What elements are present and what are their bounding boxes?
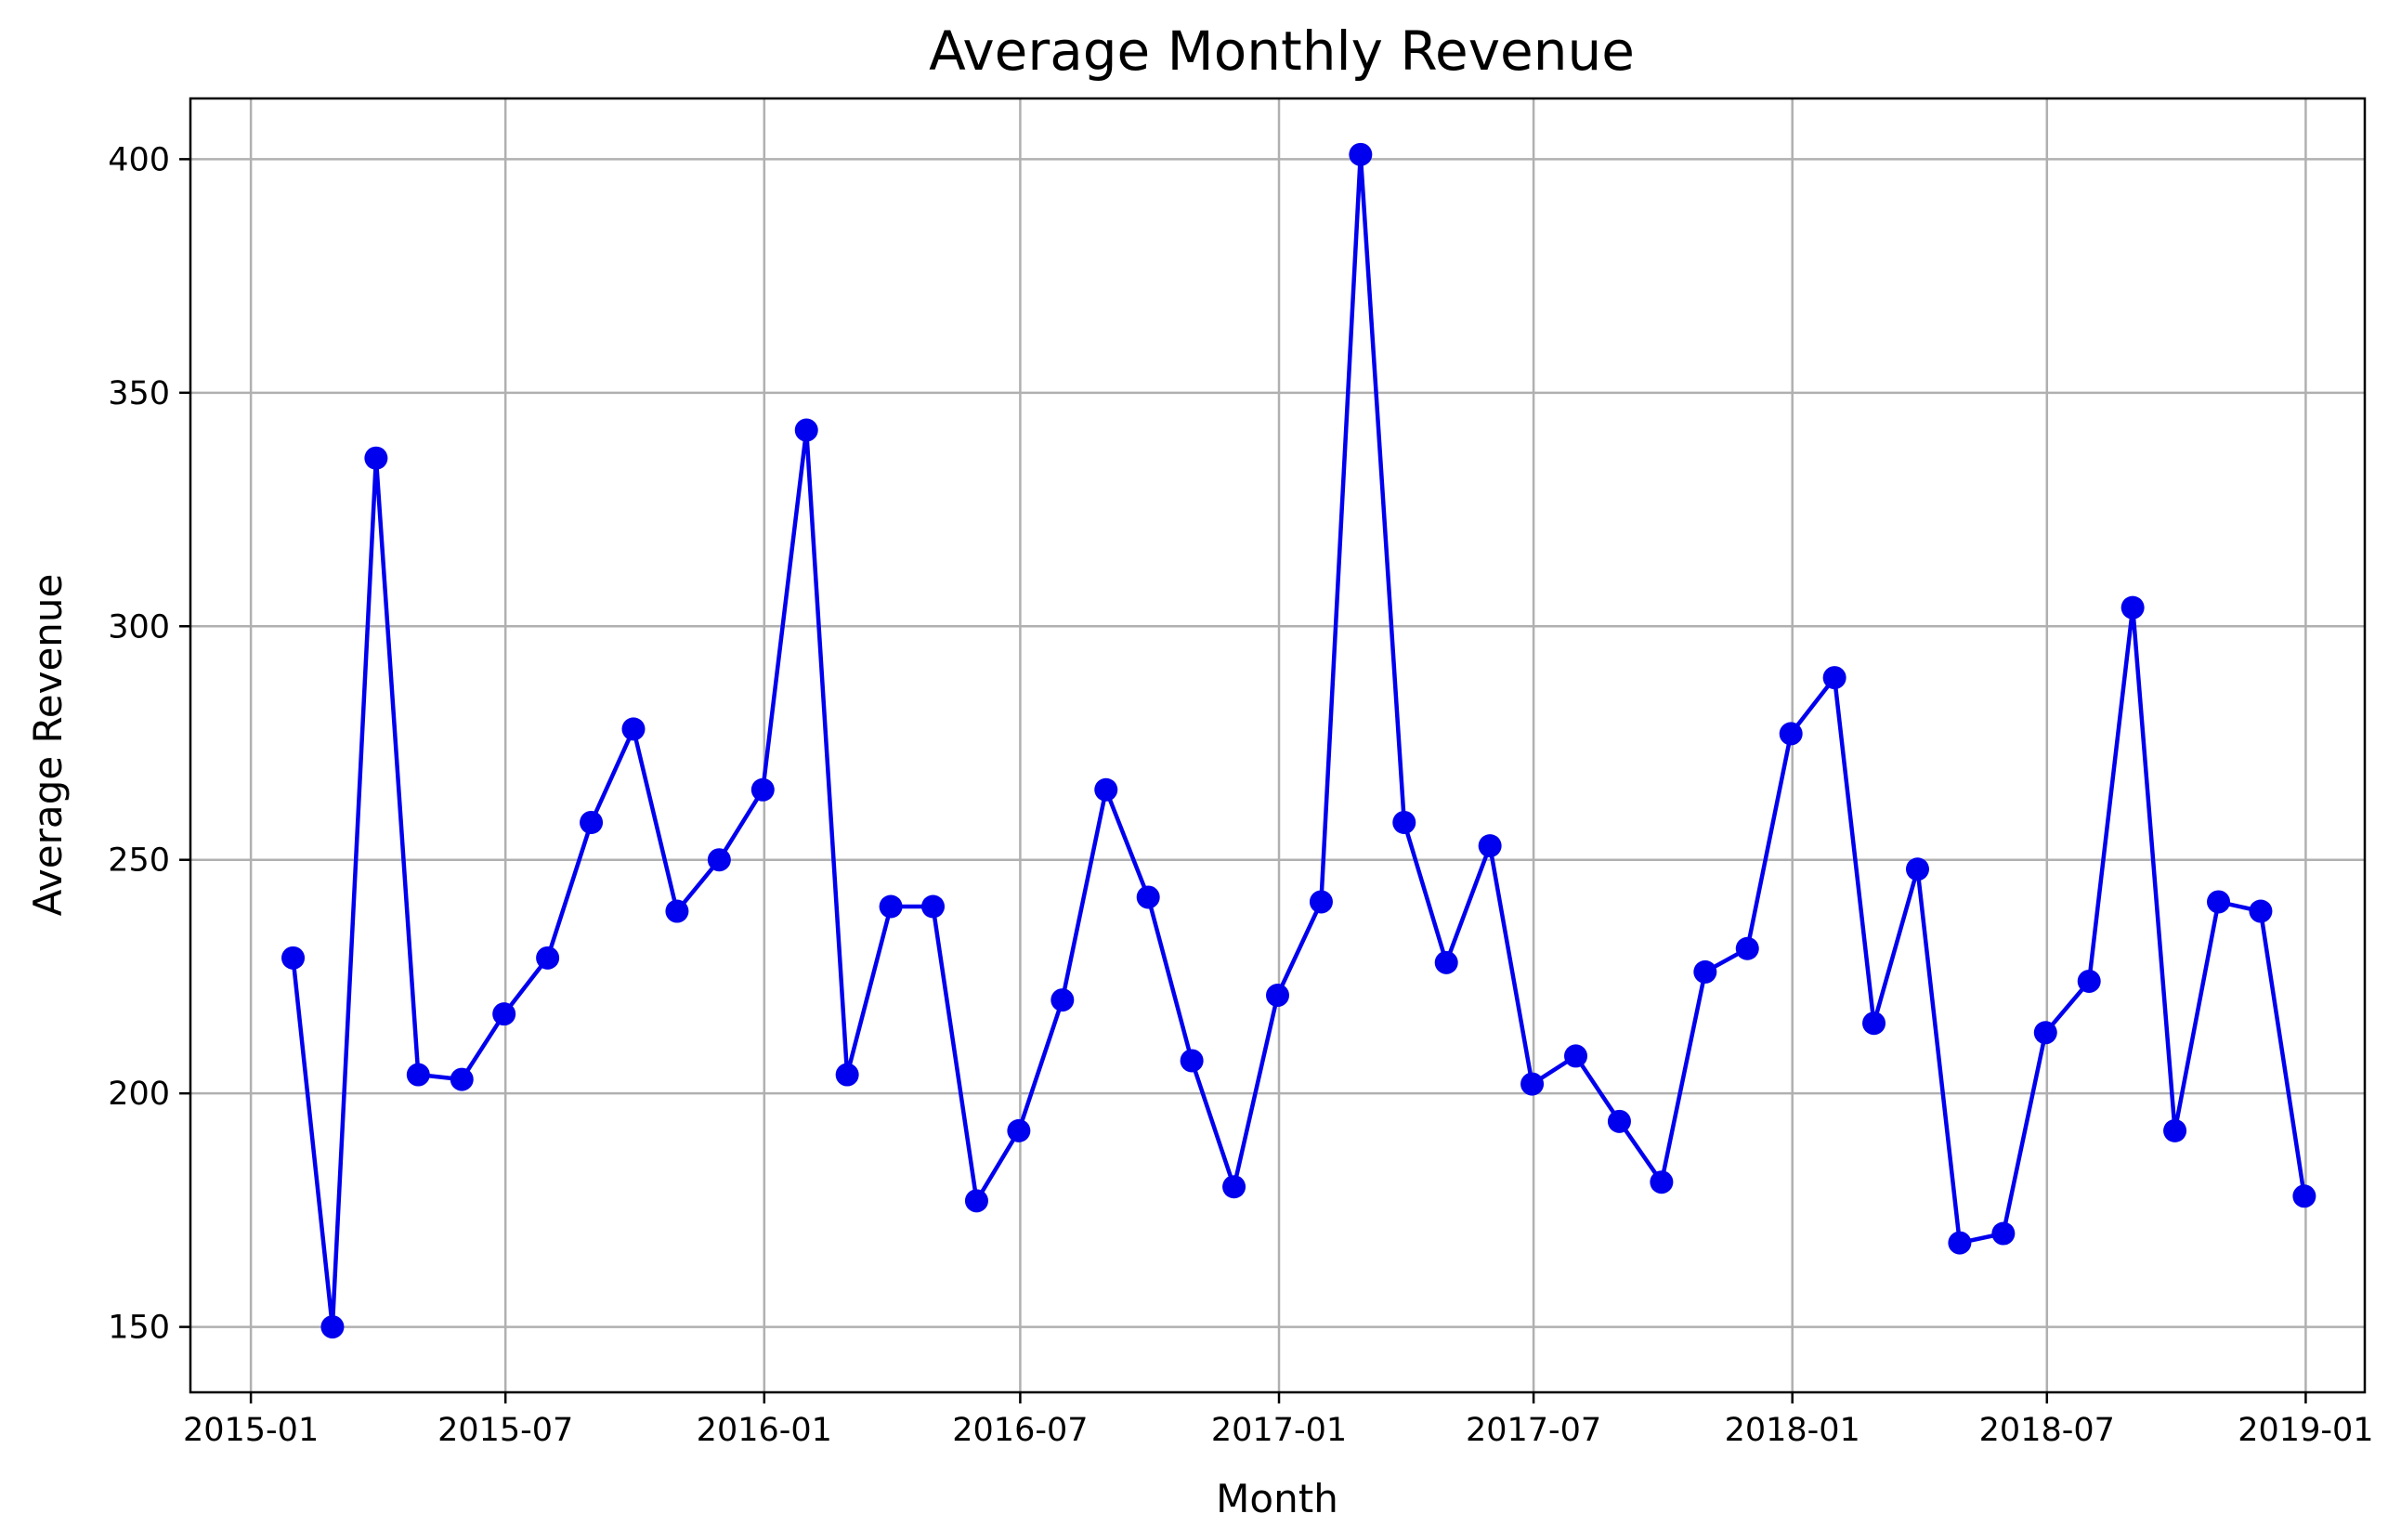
data-point	[1478, 834, 1502, 858]
x-tick-label: 2018-07	[1979, 1412, 2115, 1449]
y-axis-label: Average Revenue	[25, 574, 71, 917]
y-tick-label: 400	[108, 141, 170, 178]
data-point	[2033, 1021, 2057, 1045]
data-point	[665, 899, 689, 923]
x-tick-label: 2017-07	[1466, 1412, 1601, 1449]
data-point	[1136, 885, 1160, 909]
data-point	[1309, 890, 1333, 914]
x-tick-label: 2015-01	[183, 1412, 319, 1449]
data-point	[1948, 1231, 1972, 1255]
y-tick-label: 200	[108, 1076, 170, 1113]
data-point	[621, 717, 646, 741]
data-point	[879, 894, 903, 919]
plot-frame	[189, 97, 2367, 1394]
data-point	[364, 446, 388, 470]
data-point	[2163, 1118, 2187, 1142]
data-point	[2249, 899, 2273, 923]
data-point	[2292, 1184, 2316, 1208]
x-tick-label: 2016-07	[952, 1412, 1088, 1449]
data-point	[1434, 950, 1458, 974]
data-point	[1349, 142, 1373, 166]
series-line	[291, 152, 2307, 1329]
data-point	[1693, 959, 1717, 984]
x-tick-label: 2015-07	[437, 1412, 573, 1449]
data-point	[2077, 969, 2101, 993]
data-point	[281, 946, 306, 970]
data-point	[921, 894, 946, 919]
data-point	[1050, 988, 1075, 1012]
data-point	[1180, 1049, 1204, 1073]
data-point	[1392, 810, 1416, 834]
grid-layer	[190, 98, 2365, 1392]
data-point	[406, 1063, 430, 1087]
y-tick-label: 300	[108, 608, 170, 646]
data-point	[2120, 595, 2145, 620]
data-point	[1822, 666, 1846, 690]
y-tick-label: 350	[108, 375, 170, 412]
x-tick-label: 2016-01	[697, 1412, 832, 1449]
data-point	[1779, 722, 1803, 746]
chart-title: Average Monthly Revenue	[929, 20, 1635, 83]
data-point	[1094, 777, 1118, 802]
x-axis-label: Month	[1216, 1476, 1338, 1521]
data-point	[450, 1067, 474, 1091]
data-point	[1905, 857, 1929, 881]
x-tick-label: 2017-01	[1211, 1412, 1347, 1449]
data-point	[580, 810, 604, 834]
data-point	[964, 1189, 988, 1213]
x-tick-label: 2019-01	[2238, 1412, 2373, 1449]
data-point	[1735, 936, 1759, 960]
data-point	[536, 946, 560, 970]
data-point	[1520, 1072, 1545, 1096]
data-point	[794, 418, 818, 442]
y-tick-label: 250	[108, 842, 170, 880]
data-point	[2207, 890, 2231, 914]
data-point	[1222, 1175, 1246, 1199]
data-point	[1650, 1170, 1674, 1194]
y-tick-label: 150	[108, 1310, 170, 1347]
data-point	[707, 848, 731, 872]
data-point	[750, 777, 775, 802]
data-point	[1607, 1109, 1631, 1133]
data-point	[1862, 1011, 1886, 1036]
x-tick-label: 2018-01	[1725, 1412, 1860, 1449]
data-point	[1991, 1221, 2016, 1246]
data-point	[1564, 1044, 1588, 1068]
series-layer	[281, 142, 2316, 1339]
data-point	[1266, 984, 1289, 1008]
data-point	[1007, 1118, 1031, 1142]
data-point	[320, 1315, 345, 1339]
data-point	[835, 1063, 859, 1087]
tick-layer: 2015-01 2015-07 2016-01 2016-07 2017-01 2017-…	[108, 141, 2373, 1449]
data-point	[492, 1002, 516, 1026]
